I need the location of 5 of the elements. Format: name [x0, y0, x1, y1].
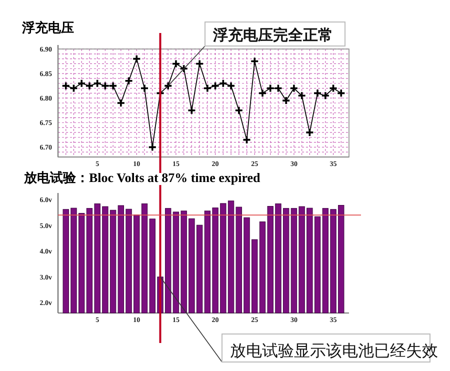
annotation: 浮充电压完全正常: [212, 26, 333, 44]
annotation: 放电试验显示该电池已经失效: [230, 342, 438, 360]
annotation: 浮充电压完全正常: [168, 22, 346, 86]
chart-title: 浮充电压: [21, 20, 74, 35]
chart-title: 放电试验：Bloc Volts at 87% time expired: [23, 170, 262, 185]
